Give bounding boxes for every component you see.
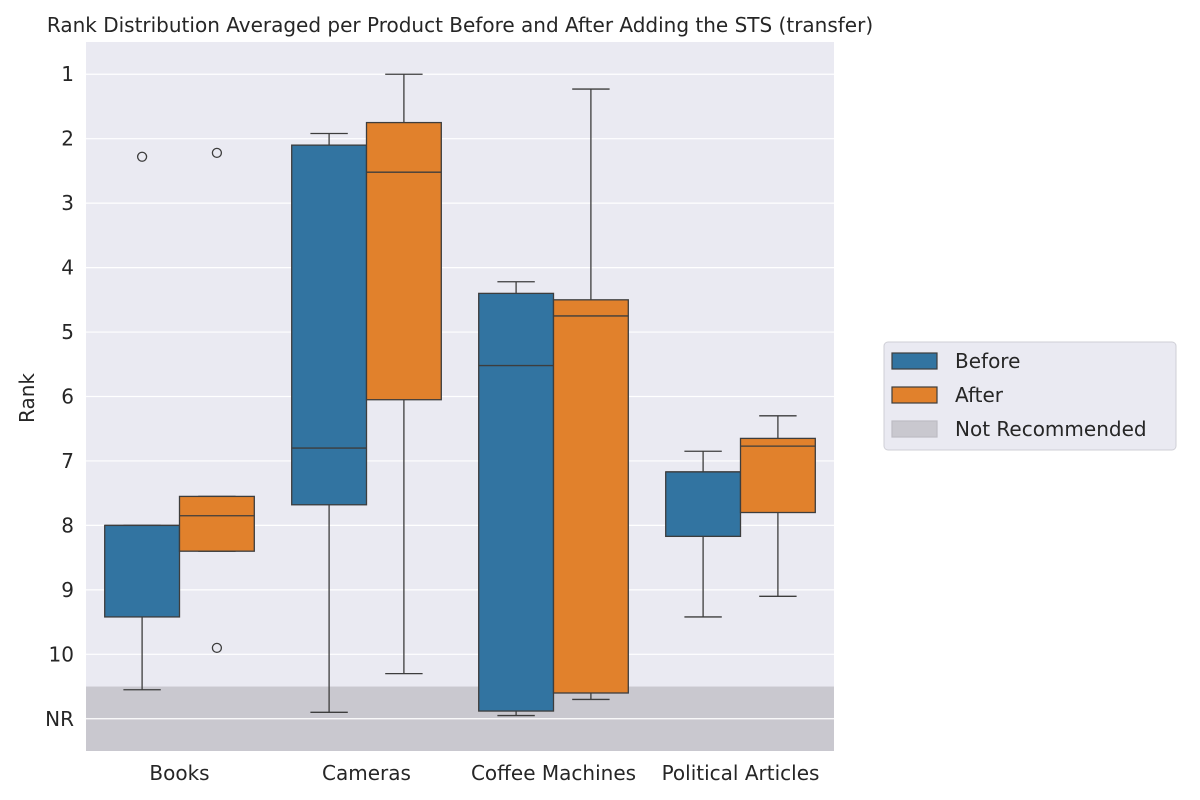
box-body: [739, 437, 816, 514]
y-tick-label: 6: [61, 385, 74, 409]
y-tick-label: 10: [49, 642, 74, 666]
box-before: [478, 281, 555, 717]
plot-area: 1 2 3 4 5 6 7 8 9 10 NR Books Cameras Coffee Machines…: [45, 42, 834, 785]
x-tick-label: Political Articles: [662, 761, 820, 785]
box-body: [365, 121, 442, 401]
outlier-point: [211, 642, 223, 654]
outlier-point: [211, 147, 223, 159]
legend-swatch: [891, 352, 938, 370]
box-body: [665, 471, 742, 538]
y-tick-label: NR: [45, 707, 74, 731]
legend-label: Before: [955, 349, 1020, 373]
box-after: [178, 147, 255, 654]
y-tick-label: 7: [61, 449, 74, 473]
box-after: [739, 415, 816, 597]
x-tick-label: Coffee Machines: [471, 761, 636, 785]
y-tick-label: 5: [61, 320, 74, 344]
legend: Before After Not Recommended: [883, 341, 1177, 451]
box-before: [291, 132, 368, 713]
box-body: [552, 299, 629, 694]
box-body: [291, 144, 368, 506]
y-tick-label: 1: [61, 62, 74, 86]
legend-label: Not Recommended: [955, 417, 1147, 441]
y-tick-label: 2: [61, 127, 74, 151]
y-tick-label: 8: [61, 513, 74, 537]
chart-title: Rank Distribution Averaged per Product B…: [47, 13, 873, 37]
y-tick-label: 4: [61, 256, 74, 280]
legend-swatch: [891, 386, 938, 404]
box-body: [178, 495, 255, 552]
legend-swatch: [891, 420, 938, 438]
x-tick-label: Books: [149, 761, 209, 785]
box-after: [365, 73, 442, 675]
box-before: [665, 450, 742, 618]
y-axis-label: Rank: [15, 373, 39, 423]
y-tick-label: 9: [61, 578, 74, 602]
box-body: [104, 524, 181, 618]
box-body: [478, 292, 555, 712]
legend-label: After: [955, 383, 1004, 407]
box-after: [552, 88, 629, 701]
legend-box: [883, 341, 1177, 451]
y-tick-label: 3: [61, 191, 74, 215]
box-before: [104, 151, 181, 691]
outlier-point: [136, 151, 148, 162]
x-tick-label: Cameras: [322, 761, 411, 785]
